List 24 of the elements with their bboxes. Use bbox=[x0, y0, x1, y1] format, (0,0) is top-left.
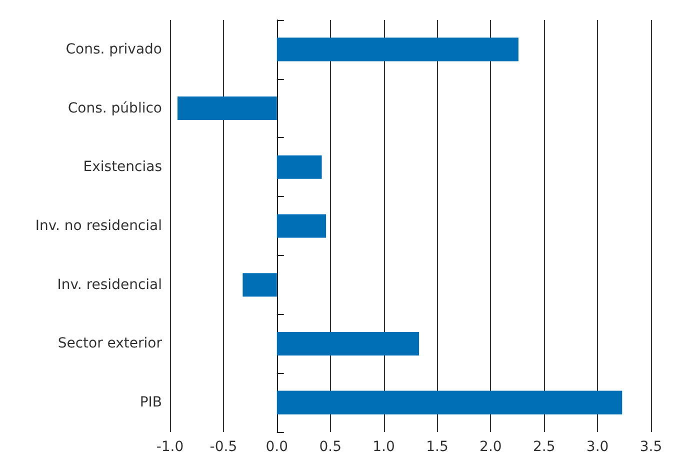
x-tick-label: 2.0 bbox=[480, 439, 502, 455]
bar bbox=[276, 332, 420, 356]
y-tick-label: PIB bbox=[140, 394, 162, 411]
x-tick-label: 3.5 bbox=[640, 439, 662, 455]
x-tick-label: 1.0 bbox=[372, 439, 395, 455]
bar bbox=[276, 390, 622, 414]
y-tick-label: Cons. público bbox=[68, 100, 162, 116]
x-tick-label: -0.5 bbox=[210, 439, 238, 455]
x-tick-label: 1.5 bbox=[426, 439, 448, 455]
y-tick-label: Inv. residencial bbox=[57, 276, 162, 293]
bar bbox=[242, 273, 277, 297]
x-tick-label: 2.5 bbox=[532, 439, 556, 455]
bar bbox=[276, 38, 518, 62]
bar bbox=[177, 96, 277, 120]
x-tick-label: 0.5 bbox=[319, 439, 342, 455]
x-tick-label: 0.0 bbox=[266, 439, 288, 455]
x-tick-label: 3.0 bbox=[586, 439, 609, 455]
y-tick-label: Existencias bbox=[83, 159, 162, 176]
y-tick-label: Sector exterior bbox=[58, 336, 162, 352]
bar bbox=[276, 214, 326, 238]
x-tick-label: -1.0 bbox=[156, 439, 184, 455]
bar bbox=[276, 155, 322, 179]
y-tick-label: Cons. privado bbox=[66, 41, 162, 58]
y-tick-label: Inv. no residencial bbox=[35, 218, 162, 234]
